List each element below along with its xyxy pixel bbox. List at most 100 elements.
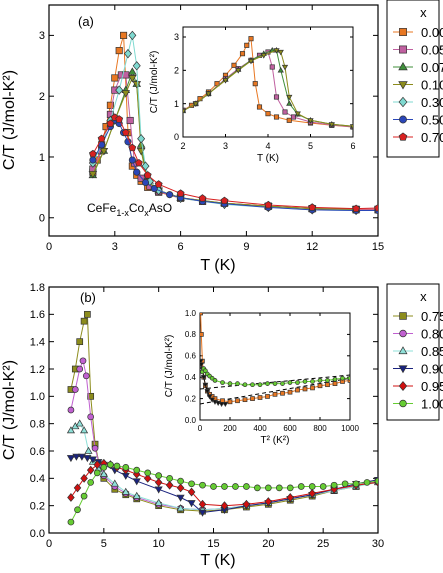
data-point-0.50 (141, 178, 150, 187)
y-tick-label: 1 (174, 99, 179, 109)
data-point-0.70 (374, 203, 378, 212)
data-point-1.00 (242, 382, 248, 388)
data-point-0.90 (200, 375, 207, 381)
data-point-1.00 (286, 484, 294, 492)
data-point-0.50 (166, 191, 174, 199)
data-point-0.75 (280, 390, 285, 396)
data-point-0.00 (111, 74, 119, 82)
data-point-0.85 (84, 446, 93, 454)
legend-entry: 0.75 (421, 309, 443, 324)
x-tick-label: 0 (46, 241, 52, 253)
data-point-0.10 (99, 147, 109, 156)
legend-marker (398, 346, 408, 355)
data-point-0.70 (198, 194, 207, 202)
legend-marker (398, 81, 408, 90)
y-tick-label: 0.8 (30, 419, 45, 431)
data-point-0.95 (176, 483, 185, 493)
x-tick-label: 2 (180, 141, 185, 151)
data-point-1.00 (308, 483, 316, 490)
data-point-0.70 (134, 158, 143, 167)
data-point-1.00 (272, 381, 278, 386)
panel-label: (a) (78, 14, 94, 29)
data-point-1.00 (107, 461, 114, 469)
data-point-0.10 (128, 75, 137, 83)
data-point-0.00 (248, 36, 254, 42)
data-point-0.90 (218, 402, 225, 408)
data-point-0.90 (187, 500, 196, 508)
data-point-0.30 (137, 134, 146, 144)
data-point-0.10 (328, 122, 335, 128)
data-point-0.90 (206, 394, 213, 400)
x-tick-label: 0 (46, 538, 52, 550)
compound-annotation: CeFe1-xCoxAsO (87, 201, 172, 218)
annotation-part: 1-x (116, 208, 129, 218)
data-point-0.00 (115, 47, 123, 55)
legend-box (386, 0, 440, 158)
data-point-0.50 (150, 185, 158, 193)
data-point-1.00 (340, 375, 345, 381)
data-point-0.75 (235, 398, 240, 404)
data-point-0.90 (202, 382, 209, 388)
y-tick-label: 0 (174, 132, 179, 142)
data-point-1.00 (302, 379, 308, 384)
data-point-0.05 (290, 114, 297, 120)
data-point-0.10 (132, 81, 142, 89)
panel-a-frame (48, 4, 379, 237)
data-point-0.10 (294, 111, 301, 118)
inset-a-series (183, 36, 353, 130)
x-axis-label: T (K) (200, 552, 235, 569)
legend-entry: 0.00 (421, 25, 443, 40)
data-point-0.75 (272, 391, 278, 397)
data-point-0.00 (286, 117, 292, 123)
data-point-0.95 (187, 487, 196, 497)
data-point-0.95 (67, 493, 75, 502)
data-point-0.70 (88, 149, 97, 158)
data-point-1.00 (144, 469, 152, 477)
inset-b-fits (200, 374, 350, 405)
data-point-1.00 (232, 483, 239, 490)
x-tick-label: 200 (223, 424, 237, 433)
data-point-0.70 (220, 196, 229, 205)
data-point-1.00 (199, 481, 206, 489)
data-point-0.00 (120, 31, 128, 39)
data-point-0.95 (132, 469, 141, 479)
x-axis-label: T (K) (200, 257, 235, 274)
data-point-0.10 (205, 91, 212, 98)
data-point-0.30 (141, 161, 150, 171)
data-point-0.70 (308, 203, 317, 211)
x-tick-label: 0 (198, 424, 203, 433)
x-tick-label: 800 (313, 424, 327, 433)
data-point-0.70 (143, 171, 152, 179)
legend-box (386, 283, 440, 421)
data-point-1.00 (220, 380, 225, 385)
data-point-0.85 (132, 491, 141, 499)
inset-x-label: T (K) (257, 153, 279, 164)
data-point-1.00 (166, 474, 173, 482)
data-point-1.00 (188, 480, 195, 488)
legend-entry: 0.10 (421, 78, 443, 93)
x-tick-label: 20 (262, 538, 274, 550)
x-tick-label: 30 (372, 538, 384, 550)
x-tick-label: 12 (306, 241, 318, 253)
data-point-0.80 (76, 365, 84, 373)
legend-entry: 0.07 (421, 60, 443, 75)
data-point-0.95 (220, 501, 229, 511)
legend-marker (399, 399, 407, 408)
data-point-0.00 (256, 104, 263, 110)
data-point-0.00 (252, 81, 258, 87)
annotation-part: CeFe (87, 201, 117, 215)
panel-label: (b) (80, 290, 96, 305)
data-point-0.80 (71, 386, 79, 393)
legend-entry: 0.85 (421, 344, 443, 359)
data-point-0.75 (265, 394, 270, 399)
data-point-0.80 (82, 372, 90, 380)
inset-a-bg (183, 27, 353, 137)
inset-b-axes: 0 200 400 600 800 1000 0.0 0.2 0.4 0.6 0.8 1.0 (185, 309, 360, 433)
data-point-0.10 (235, 68, 242, 74)
data-point-0.75 (347, 378, 350, 383)
y-tick-label: 2 (39, 91, 45, 103)
inset-b-frame (199, 312, 351, 421)
data-point-0.75 (295, 387, 300, 393)
data-point-1.00 (257, 382, 263, 388)
